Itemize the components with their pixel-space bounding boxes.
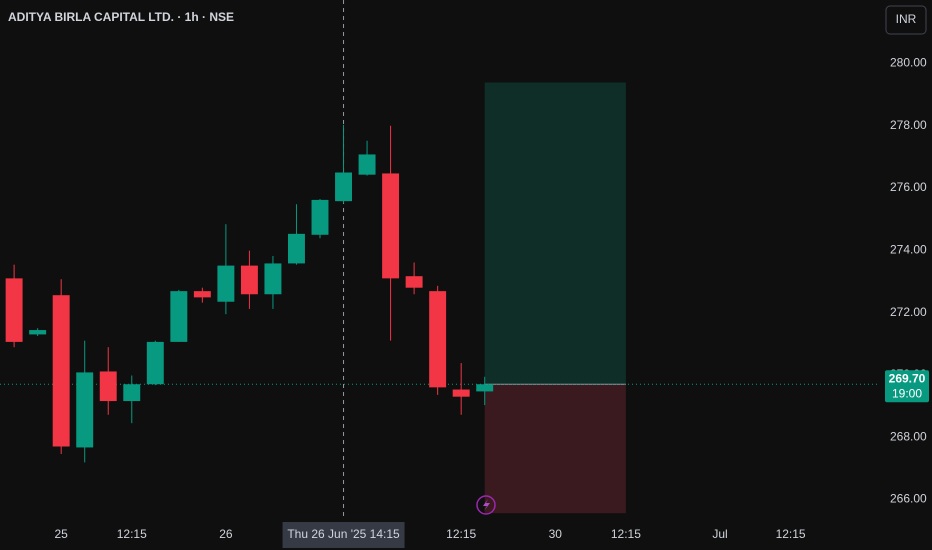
alert-circle <box>476 495 496 515</box>
x-tick-label: 12:15 <box>611 527 641 541</box>
candle-body <box>217 265 235 302</box>
candle-body <box>170 291 188 342</box>
currency-button[interactable] <box>885 5 927 35</box>
plot-area <box>0 0 880 520</box>
x-tick-label: 12:15 <box>117 527 147 541</box>
profit-zone <box>484 82 626 385</box>
chart-title: ADITYA BIRLA CAPITAL LTD. · 1h · NSE <box>8 10 234 24</box>
candle-body <box>311 199 329 235</box>
candle-body <box>264 263 282 295</box>
x-tick-label: Jul <box>712 527 727 541</box>
x-tick-label: 12:15 <box>776 527 806 541</box>
candle-body <box>335 172 352 202</box>
x-tick-label: 12:15 <box>446 527 476 541</box>
candle-body <box>358 154 376 175</box>
price-tag <box>885 370 929 403</box>
currency-label: INR <box>896 12 917 26</box>
price-tag-value: 269.70 <box>889 371 926 385</box>
y-tick-label: 274.00 <box>890 243 927 257</box>
x-tick-label: 30 <box>549 527 563 541</box>
alert-icon[interactable] <box>476 495 496 515</box>
candle-body <box>76 372 94 448</box>
candle-body <box>99 371 117 402</box>
candle-body <box>288 233 305 264</box>
x-tick-label: 26 <box>219 527 233 541</box>
crosshair-label-bg <box>282 522 405 548</box>
candle-body <box>52 295 70 447</box>
y-tick-label: 272.00 <box>890 305 927 319</box>
price-tag-countdown: 19:00 <box>892 386 922 400</box>
y-tick-label: 268.00 <box>890 429 927 443</box>
alert-bolt <box>483 499 490 511</box>
candle-body <box>382 173 400 279</box>
candle-body <box>146 341 164 385</box>
candle-body <box>452 389 470 397</box>
y-tick-label: 280.00 <box>890 56 927 70</box>
x-tick-label: 25 <box>54 527 68 541</box>
crosshair-label: Thu 26 Jun '25 14:15 <box>287 527 400 541</box>
y-tick-label: 276.00 <box>890 180 927 194</box>
candle-body <box>240 265 258 295</box>
candle-body <box>193 291 211 298</box>
candle-body <box>5 278 23 342</box>
candle-body <box>429 291 447 388</box>
candle-body <box>29 330 47 335</box>
candle-body <box>476 384 494 392</box>
candle-body <box>123 384 141 402</box>
loss-zone <box>484 384 626 514</box>
y-tick-label: 266.00 <box>890 492 927 506</box>
candle-body <box>405 276 423 288</box>
y-tick-label: 278.00 <box>890 118 927 132</box>
